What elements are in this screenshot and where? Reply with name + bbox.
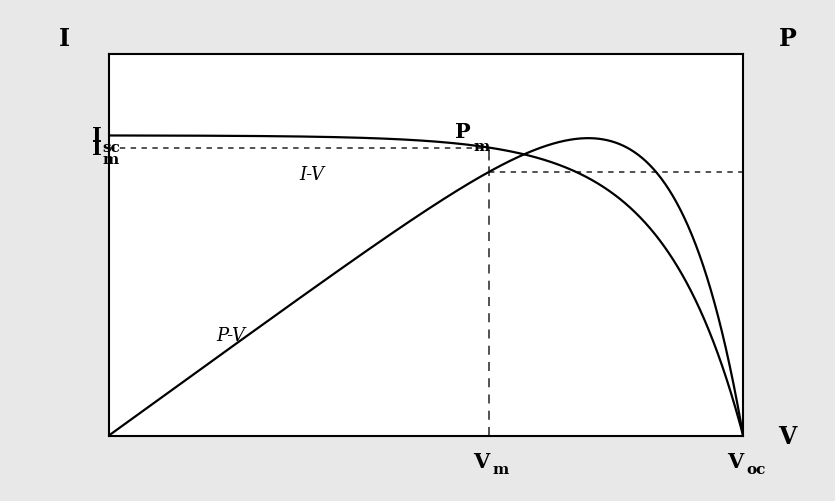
Text: m: m (103, 153, 119, 167)
Text: sc: sc (103, 141, 121, 155)
Text: P-V: P-V (216, 326, 245, 344)
Text: P: P (454, 122, 470, 142)
Text: V: V (727, 451, 743, 471)
Text: I-V: I-V (299, 165, 324, 183)
Text: I: I (93, 126, 102, 146)
Text: m: m (493, 462, 509, 476)
Text: I: I (58, 28, 69, 51)
Text: V: V (778, 424, 797, 448)
Text: m: m (473, 139, 489, 153)
Text: P: P (778, 28, 797, 51)
Text: V: V (473, 451, 489, 471)
Text: I: I (93, 138, 102, 158)
Text: oc: oc (746, 462, 766, 476)
